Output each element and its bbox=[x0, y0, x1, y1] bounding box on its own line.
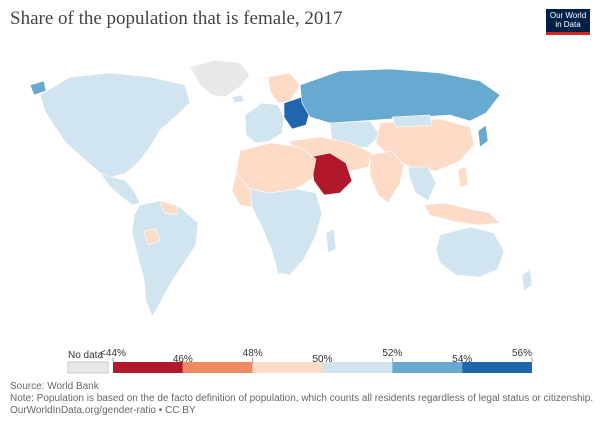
legend: No data <44% 46% 48% 50% 52% 54% 56% bbox=[67, 348, 533, 374]
legend-no-data-swatch bbox=[67, 361, 109, 374]
region-scandinavia[interactable] bbox=[267, 72, 301, 104]
region-western-europe[interactable] bbox=[244, 102, 285, 144]
region-greenland[interactable] bbox=[189, 59, 251, 98]
attribution-line: OurWorldInData.org/gender-ratio • CC BY bbox=[10, 405, 593, 417]
region-japan[interactable] bbox=[477, 124, 489, 148]
logo-line-1: Our World bbox=[549, 11, 587, 20]
legend-tick-label-5: 54% bbox=[452, 354, 472, 365]
region-guiana-shield[interactable] bbox=[159, 200, 179, 216]
region-indonesia[interactable] bbox=[423, 202, 501, 226]
region-southeast-asia[interactable] bbox=[407, 166, 437, 202]
legend-bins bbox=[113, 362, 532, 373]
region-north-america[interactable] bbox=[39, 72, 191, 178]
region-alaska[interactable] bbox=[29, 80, 47, 96]
region-south-america[interactable] bbox=[131, 200, 199, 318]
region-russia[interactable] bbox=[299, 68, 501, 124]
region-north-africa[interactable] bbox=[235, 142, 317, 194]
owid-logo[interactable]: Our World in Data bbox=[546, 9, 590, 35]
legend-no-data-label: No data bbox=[68, 350, 103, 361]
logo-line-2: in Data bbox=[555, 20, 581, 29]
legend-bin-4[interactable] bbox=[392, 362, 463, 373]
region-south-asia[interactable] bbox=[369, 150, 405, 204]
legend-tick-label-6: 56% bbox=[512, 348, 532, 359]
legend-tick-label-2: 48% bbox=[243, 348, 263, 359]
region-arabian-peninsula[interactable] bbox=[309, 152, 353, 196]
region-madagascar[interactable] bbox=[325, 228, 337, 254]
region-central-america[interactable] bbox=[99, 172, 141, 206]
note-text: Note: Population is based on the de fact… bbox=[10, 393, 594, 404]
license-text: • CC BY bbox=[156, 405, 196, 416]
region-new-zealand[interactable] bbox=[521, 268, 533, 292]
legend-tick-label-3: 50% bbox=[312, 354, 332, 365]
legend-ticks: <44% 46% 48% 50% 52% 54% 56% bbox=[100, 348, 533, 365]
footer: Source: World Bank Note: Population is b… bbox=[10, 381, 593, 417]
chart-title: Share of the population that is female, … bbox=[10, 8, 343, 29]
region-china[interactable] bbox=[375, 118, 475, 172]
logo-bar bbox=[546, 32, 590, 35]
region-bolivia[interactable] bbox=[143, 228, 161, 246]
legend-tick-label-4: 52% bbox=[382, 348, 402, 359]
world-map bbox=[29, 59, 533, 318]
region-west-africa[interactable] bbox=[231, 172, 253, 208]
legend-bin-3[interactable] bbox=[322, 362, 393, 373]
gender-ratio-link[interactable]: OurWorldInData.org/gender-ratio bbox=[10, 405, 156, 416]
legend-bin-2[interactable] bbox=[252, 362, 323, 373]
region-iceland[interactable] bbox=[231, 94, 245, 104]
region-australia[interactable] bbox=[435, 226, 505, 278]
legend-bin-0[interactable] bbox=[113, 362, 183, 373]
legend-tick-label-0: <44% bbox=[100, 348, 126, 359]
region-sub-saharan-africa[interactable] bbox=[249, 188, 323, 276]
legend-bin-5[interactable] bbox=[462, 362, 532, 373]
region-philippines[interactable] bbox=[457, 166, 469, 188]
source-text: Source: World Bank bbox=[10, 381, 99, 392]
region-mongolia[interactable] bbox=[391, 114, 433, 128]
legend-bin-1[interactable] bbox=[182, 362, 253, 373]
legend-tick-label-1: 46% bbox=[173, 354, 193, 365]
